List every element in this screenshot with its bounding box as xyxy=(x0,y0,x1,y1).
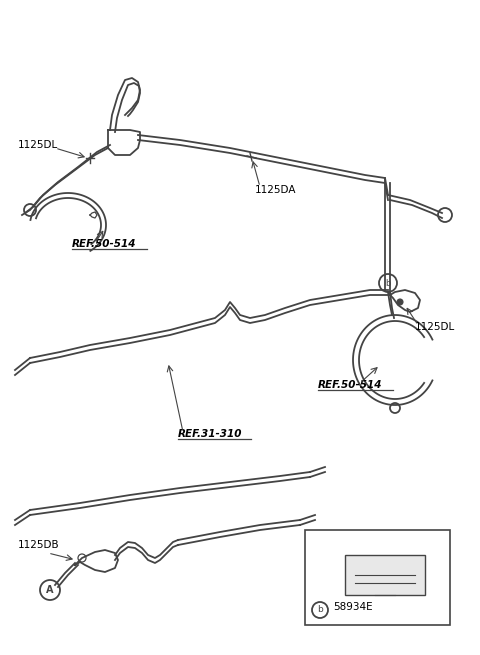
Text: b: b xyxy=(385,278,391,288)
Text: b: b xyxy=(317,605,323,614)
Text: 1125DB: 1125DB xyxy=(18,540,60,550)
FancyBboxPatch shape xyxy=(305,530,450,625)
Text: REF.31-310: REF.31-310 xyxy=(178,429,242,439)
Text: REF.50-514: REF.50-514 xyxy=(318,380,383,390)
FancyBboxPatch shape xyxy=(345,555,425,595)
Text: 1125DL: 1125DL xyxy=(415,322,455,332)
Text: 58934E: 58934E xyxy=(333,602,372,612)
Text: REF.50-514: REF.50-514 xyxy=(72,239,136,249)
Text: 1125DL: 1125DL xyxy=(18,140,58,150)
Text: 1125DA: 1125DA xyxy=(255,185,297,195)
Text: A: A xyxy=(46,585,54,595)
Circle shape xyxy=(397,299,403,305)
